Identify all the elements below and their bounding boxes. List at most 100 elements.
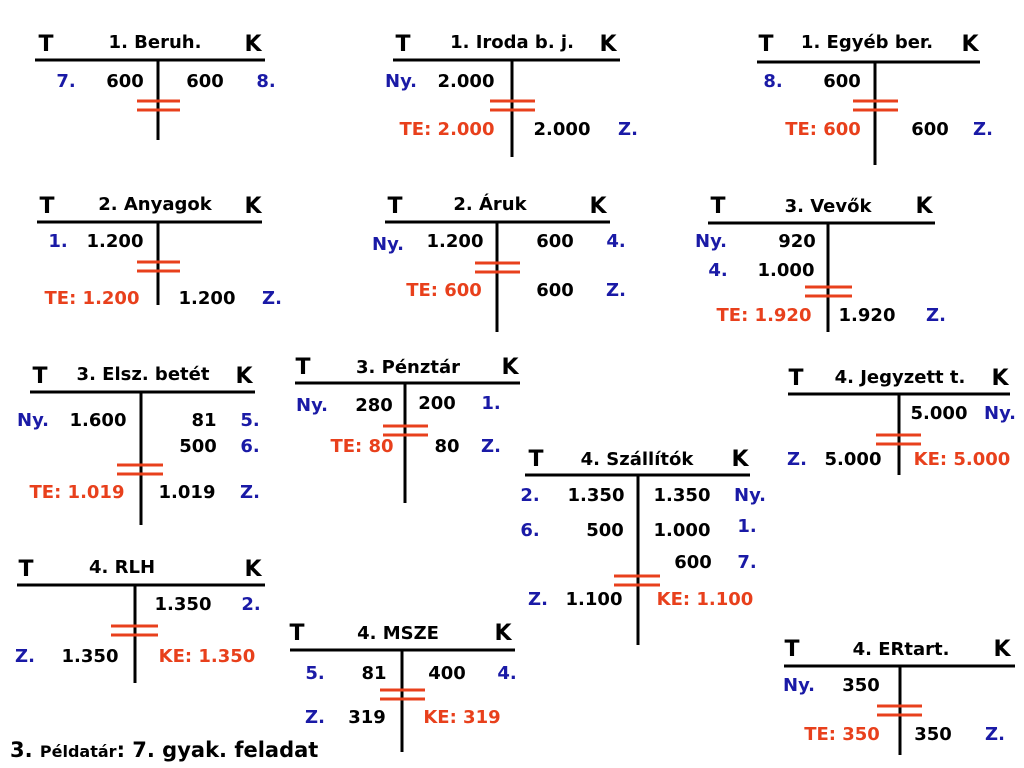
entry: Z. — [606, 280, 626, 301]
debit-label: T — [387, 194, 402, 219]
credit-label: K — [961, 32, 979, 57]
entry: 280 — [355, 395, 393, 416]
credit-label: K — [915, 194, 933, 219]
entry: 1. — [48, 231, 67, 252]
entry: Z. — [528, 589, 548, 610]
entry: 1.200 — [179, 288, 236, 309]
entry: 1.350 — [568, 485, 625, 506]
entry: 4. — [606, 231, 625, 252]
debit-label: T — [289, 621, 304, 646]
entry: 600 — [823, 71, 861, 92]
debit-label: T — [528, 447, 543, 472]
entry: TE: 2.000 — [400, 119, 495, 140]
debit-label: T — [32, 364, 47, 389]
footer-source: Példatár — [39, 742, 117, 761]
entry: 319 — [348, 707, 386, 728]
entry: 1.600 — [70, 410, 127, 431]
entry: KE: 1.350 — [159, 646, 256, 667]
entry: Z. — [15, 646, 35, 667]
credit-label: K — [731, 447, 749, 472]
entry: Ny. — [783, 675, 815, 696]
entry: 2.000 — [438, 71, 495, 92]
debit-label: T — [758, 32, 773, 57]
entry: 5.000 — [825, 449, 882, 470]
entry: 1.000 — [758, 260, 815, 281]
entry: 600 — [186, 71, 224, 92]
entry: 80 — [434, 436, 459, 457]
entry: 2. — [520, 485, 539, 506]
credit-label: K — [244, 194, 262, 219]
debit-label: T — [38, 32, 53, 57]
entry: Ny. — [385, 71, 417, 92]
credit-label: K — [993, 637, 1011, 662]
entry: 8. — [763, 71, 782, 92]
entry: 7. — [737, 552, 756, 573]
entry: 81 — [361, 663, 386, 684]
entry: 1.019 — [159, 482, 216, 503]
entry: 7. — [56, 71, 75, 92]
credit-label: K — [599, 32, 617, 57]
entry: 2.000 — [534, 119, 591, 140]
entry: 920 — [778, 231, 816, 252]
entry: KE: 319 — [423, 707, 500, 728]
debit-label: T — [784, 637, 799, 662]
entry: 4. — [708, 260, 727, 281]
entry: TE: 1.019 — [30, 482, 125, 503]
entry: TE: 600 — [785, 119, 861, 140]
credit-label: K — [235, 364, 253, 389]
footer-task: : 7. gyak. feladat — [116, 738, 319, 762]
entry: TE: 350 — [804, 724, 880, 745]
entry: 1.100 — [566, 589, 623, 610]
credit-label: K — [501, 355, 519, 380]
entry: 600 — [674, 552, 712, 573]
debit-label: T — [788, 366, 803, 391]
entry: Z. — [240, 482, 260, 503]
entry: Z. — [305, 707, 325, 728]
account-title: 4. Jegyzett t. — [835, 367, 966, 388]
entry: Ny. — [984, 403, 1016, 424]
footer: 3. Példatár: 7. gyak. feladat — [10, 738, 318, 762]
entry: Ny. — [296, 395, 328, 416]
account-title: 1. Beruh. — [109, 32, 202, 53]
account-title: 3. Pénztár — [356, 357, 460, 378]
account-title: 4. Szállítók — [581, 449, 695, 470]
account-title: 2. Áruk — [453, 193, 527, 215]
debit-label: T — [395, 32, 410, 57]
entry: TE: 1.200 — [45, 288, 140, 309]
entry: 200 — [418, 393, 456, 414]
credit-label: K — [244, 557, 262, 582]
entry: 6. — [520, 520, 539, 541]
debit-label: T — [39, 194, 54, 219]
entry: 1.350 — [155, 594, 212, 615]
entry: 81 — [191, 410, 216, 431]
debit-label: T — [295, 355, 310, 380]
entry: 1.200 — [87, 231, 144, 252]
entry: 4. — [497, 663, 516, 684]
entry: 8. — [256, 71, 275, 92]
entry: 600 — [536, 280, 574, 301]
entry: Ny. — [372, 234, 404, 255]
entry: Z. — [973, 119, 993, 140]
entry: Z. — [926, 305, 946, 326]
entry: 1.000 — [654, 520, 711, 541]
account-title: 3. Elsz. betét — [77, 364, 210, 385]
account-title: 2. Anyagok — [98, 194, 213, 215]
credit-label: K — [244, 32, 262, 57]
entry: KE: 1.100 — [657, 589, 754, 610]
entry: 1.350 — [654, 485, 711, 506]
entry: TE: 1.920 — [717, 305, 812, 326]
entry: Z. — [618, 119, 638, 140]
account-title: 4. RLH — [89, 557, 155, 578]
entry: TE: 80 — [330, 436, 393, 457]
entry: 350 — [914, 724, 952, 745]
entry: 6. — [240, 436, 259, 457]
credit-label: K — [991, 366, 1009, 391]
debit-label: T — [18, 557, 33, 582]
account-title: 4. ERtart. — [853, 639, 950, 660]
entry: 1.200 — [427, 231, 484, 252]
credit-label: K — [494, 621, 512, 646]
entry: Z. — [787, 449, 807, 470]
entry: 1. — [737, 516, 756, 537]
entry: 600 — [911, 119, 949, 140]
